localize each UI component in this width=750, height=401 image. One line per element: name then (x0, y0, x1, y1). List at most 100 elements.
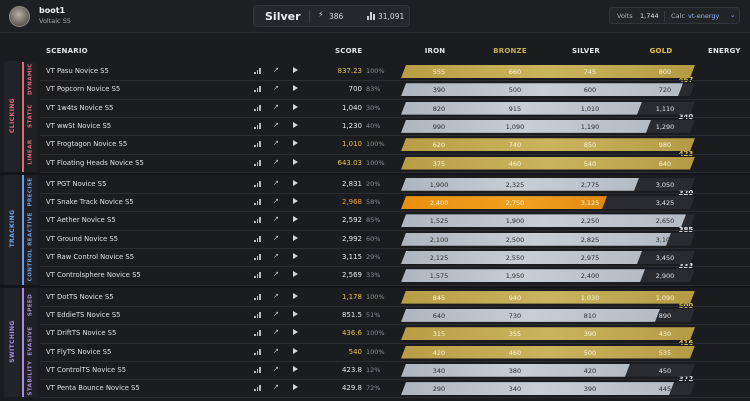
scenario-name[interactable]: VT Snake Track Novice S5 (46, 198, 134, 207)
play-icon[interactable] (293, 234, 298, 241)
scenario-name[interactable]: VT Ground Novice S5 (46, 234, 118, 243)
scenario-name[interactable]: VT Popcorn Novice S5 (46, 85, 121, 94)
trend-chart-icon[interactable]: ↗ (273, 157, 279, 166)
scenario-row[interactable]: VT Frogtagon Novice S5 ↗ 1,010 100% 620 740 85… (40, 135, 750, 153)
trend-chart-icon[interactable]: ↗ (273, 270, 279, 279)
trend-chart-icon[interactable]: ↗ (273, 364, 279, 373)
scenario-row[interactable]: VT wwSt Novice S5 ↗ 1,230 40% 990 1,090 1,190 1… (40, 117, 750, 135)
scenario-name[interactable]: VT PGT Novice S5 (46, 179, 107, 188)
play-icon[interactable] (293, 384, 298, 391)
scenario-name[interactable]: VT Penta Bounce Novice S5 (46, 384, 140, 393)
play-icon[interactable] (293, 85, 298, 92)
trend-chart-icon[interactable]: ↗ (273, 383, 279, 392)
play-icon[interactable] (293, 103, 298, 110)
scenario-row[interactable]: VT EddieTS Novice S5 ↗ 851.5 51% 640 730 810 89… (40, 306, 750, 324)
trend-chart-icon[interactable]: ↗ (273, 84, 279, 93)
stats-bars-icon[interactable] (254, 122, 262, 129)
stats-bars-icon[interactable] (254, 385, 262, 392)
trend-chart-icon[interactable]: ↗ (273, 291, 279, 300)
stats-bars-icon[interactable] (254, 217, 262, 224)
stats-bars-icon[interactable] (254, 159, 262, 166)
stats-bars-icon[interactable] (254, 235, 262, 242)
scenario-name[interactable]: VT EddieTS Novice S5 (46, 310, 121, 319)
play-icon[interactable] (293, 292, 298, 299)
scenario-row[interactable]: VT Floating Heads Novice S5 ↗ 643.03 100% 37… (40, 154, 750, 172)
play-icon[interactable] (293, 140, 298, 147)
trend-chart-icon[interactable]: ↗ (273, 120, 279, 129)
scenario-row[interactable]: VT Raw Control Novice S5 ↗ 3,115 29% 2,125 2,… (40, 248, 750, 266)
trend-chart-icon[interactable]: ↗ (273, 102, 279, 111)
trend-chart-icon[interactable]: ↗ (273, 233, 279, 242)
group-label: STABILITY (27, 360, 33, 396)
trend-chart-icon[interactable]: ↗ (273, 328, 279, 337)
scenario-row[interactable]: VT Controlsphere Novice S5 ↗ 2,569 33% 1,575… (40, 266, 750, 284)
stats-bars-icon[interactable] (254, 311, 262, 318)
stats-bars-icon[interactable] (254, 141, 262, 148)
col-scenario[interactable]: SCENARIO (46, 47, 88, 55)
scenario-name[interactable]: VT ControlTS Novice S5 (46, 365, 127, 374)
trend-chart-icon[interactable]: ↗ (273, 309, 279, 318)
stats-bars-icon[interactable] (254, 180, 262, 187)
play-icon[interactable] (293, 253, 298, 259)
trend-chart-icon[interactable]: ↗ (273, 252, 279, 260)
section-label: SWITCHING (8, 320, 16, 363)
stats-bars-icon[interactable] (254, 330, 262, 337)
scenario-name[interactable]: VT 1w4ts Novice S5 (46, 103, 114, 112)
scenario-row[interactable]: VT Penta Bounce Novice S5 ↗ 429.8 72% 290 340… (40, 379, 750, 397)
stats-bars-icon[interactable] (254, 199, 262, 206)
play-icon[interactable] (293, 179, 298, 186)
trend-chart-icon[interactable]: ↗ (273, 346, 279, 355)
trend-chart-icon[interactable]: ↗ (273, 197, 279, 206)
play-icon[interactable] (293, 158, 298, 165)
stats-bars-icon[interactable] (254, 293, 262, 300)
play-icon[interactable] (293, 216, 298, 223)
play-icon[interactable] (293, 198, 298, 205)
col-score[interactable]: SCORE (335, 47, 363, 55)
stats-bars-icon[interactable] (254, 348, 262, 355)
scenario-name[interactable]: VT Aether Novice S5 (46, 216, 116, 225)
stats-bars-icon[interactable] (254, 68, 262, 74)
scenario-name[interactable]: VT Floating Heads Novice S5 (46, 158, 144, 167)
threshold-value: 1,575 (429, 272, 449, 281)
play-icon[interactable] (293, 67, 298, 73)
scenario-row[interactable]: VT Aether Novice S5 ↗ 2,592 85% 1,525 1,900 2,… (40, 211, 750, 229)
play-icon[interactable] (293, 310, 298, 317)
trend-chart-icon[interactable]: ↗ (273, 215, 279, 224)
scenario-row[interactable]: VT ControlTS Novice S5 ↗ 423.8 12% 340 380 420… (40, 361, 750, 379)
play-icon[interactable] (293, 329, 298, 336)
avatar[interactable] (9, 6, 30, 27)
scenario-row[interactable]: VT DotTS Novice S5 ↗ 1,178 100% 845 940 1,030 1… (40, 288, 750, 306)
scenario-row[interactable]: VT 1w4ts Novice S5 ↗ 1,040 30% 820 915 1,010 1,… (40, 99, 750, 117)
scenario-name[interactable]: VT Controlsphere Novice S5 (46, 271, 141, 280)
scenario-row[interactable]: VT Ground Novice S5 ↗ 2,992 60% 2,100 2,500 2,… (40, 230, 750, 248)
scenario-name[interactable]: VT wwSt Novice S5 (46, 121, 112, 130)
chevron-down-icon[interactable]: ⌄ (730, 11, 736, 19)
play-icon[interactable] (293, 121, 298, 128)
score-value: 837.23 (337, 67, 363, 75)
scenario-row[interactable]: VT Popcorn Novice S5 ↗ 700 83% 390 500 600 720 (40, 80, 750, 98)
trend-chart-icon[interactable]: ↗ (273, 178, 279, 187)
scenario-name[interactable]: VT DriftTS Novice S5 (46, 329, 117, 338)
stats-bars-icon[interactable] (254, 86, 262, 93)
scenario-row[interactable]: VT DriftTS Novice S5 ↗ 436.6 100% 315 355 390 4… (40, 324, 750, 342)
scenario-name[interactable]: VT Pasu Novice S5 (46, 67, 109, 75)
scenario-name[interactable]: VT FlyTS Novice S5 (46, 347, 112, 356)
play-icon[interactable] (293, 271, 298, 278)
play-icon[interactable] (293, 365, 298, 372)
scenario-row[interactable]: VT FlyTS Novice S5 ↗ 540 100% 420 460 500 535 (40, 343, 750, 361)
stats-bars-icon[interactable] (254, 272, 262, 279)
scenario-name[interactable]: VT DotTS Novice S5 (46, 292, 114, 301)
stats-bars-icon[interactable] (254, 104, 262, 111)
scenario-name[interactable]: VT Raw Control Novice S5 (46, 253, 135, 261)
play-icon[interactable] (293, 347, 298, 354)
row-divider (40, 153, 750, 155)
calc-select[interactable]: vt-energy (688, 12, 720, 20)
scenario-row[interactable]: VT Pasu Novice S5 ↗ 837.23 100% 555 660 745 800 (40, 62, 750, 80)
scenario-row[interactable]: VT PGT Novice S5 ↗ 2,831 20% 1,900 2,325 2,775… (40, 175, 750, 193)
stats-bars-icon[interactable] (254, 366, 262, 373)
scenario-name[interactable]: VT Frogtagon Novice S5 (46, 140, 128, 149)
trend-chart-icon[interactable]: ↗ (273, 66, 279, 74)
trend-chart-icon[interactable]: ↗ (273, 139, 279, 148)
stats-bars-icon[interactable] (254, 254, 262, 260)
scenario-row[interactable]: VT Snake Track Novice S5 ↗ 2,968 58% 2,400 2,… (40, 193, 750, 211)
